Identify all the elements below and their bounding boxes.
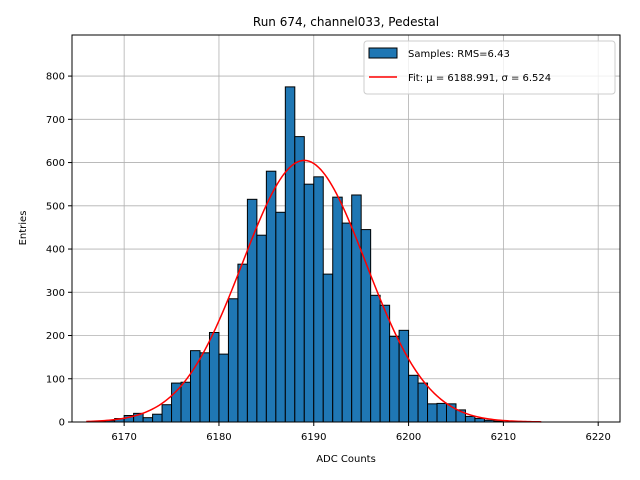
x-tick-label: 6180 xyxy=(206,432,231,443)
histogram-bar xyxy=(370,294,381,423)
histogram-bar xyxy=(417,382,429,423)
x-tick-label: 6200 xyxy=(396,432,421,443)
legend-label-fit: Fit: μ = 6188.991, σ = 6.524 xyxy=(408,73,551,84)
y-tick-label: 300 xyxy=(46,288,65,299)
histogram-bar xyxy=(256,234,267,423)
histogram-bar xyxy=(218,353,229,423)
y-tick-label: 200 xyxy=(46,331,65,342)
histogram-bar xyxy=(142,417,154,423)
y-tick-label: 100 xyxy=(46,374,65,385)
x-tick-label: 6190 xyxy=(301,432,326,443)
histogram-bar xyxy=(360,229,372,423)
histogram-bar xyxy=(152,413,163,423)
histogram-bar xyxy=(389,335,400,423)
histogram-bar xyxy=(322,273,334,423)
histogram-bar xyxy=(313,176,324,423)
y-tick-label: 500 xyxy=(46,201,65,212)
histogram-bar xyxy=(284,86,296,423)
histogram-bar xyxy=(379,304,391,423)
histogram-bar xyxy=(275,211,286,423)
histogram-bar xyxy=(303,183,315,423)
y-axis-ticks: 0 100 200 300 400 500 600 700 800 xyxy=(46,72,72,429)
histogram-bar xyxy=(408,374,419,423)
chart-title: Run 674, channel033, Pedestal xyxy=(253,15,439,29)
histogram-bar xyxy=(294,136,305,423)
y-tick-label: 800 xyxy=(46,72,65,83)
histogram-bar xyxy=(199,352,210,423)
histogram-bar xyxy=(246,198,258,423)
legend-swatch-samples xyxy=(368,47,398,59)
y-tick-label: 400 xyxy=(46,245,65,256)
histogram-bar xyxy=(161,404,173,423)
histogram-bar xyxy=(341,222,353,423)
plot-frame xyxy=(71,34,621,423)
x-tick-label: 6210 xyxy=(491,432,516,443)
histogram-bar xyxy=(237,263,248,423)
y-tick-label: 600 xyxy=(46,158,65,169)
legend: Samples: RMS=6.43 Fit: μ = 6188.991, σ =… xyxy=(363,40,616,95)
histogram-bars xyxy=(95,86,504,423)
histogram-bar xyxy=(427,403,438,423)
gaussian-fit-curve xyxy=(86,159,542,423)
histogram-bar xyxy=(464,415,476,423)
legend-label-samples: Samples: RMS=6.43 xyxy=(408,49,510,60)
histogram-bar xyxy=(180,381,192,423)
histogram-bar xyxy=(208,331,220,423)
legend-box xyxy=(363,40,616,95)
histogram-bar xyxy=(332,196,343,423)
y-tick-label: 0 xyxy=(59,418,65,429)
x-tick-label: 6220 xyxy=(585,432,610,443)
x-axis-ticks: 6170 6180 6190 6200 6210 6220 xyxy=(111,422,611,443)
histogram-bar xyxy=(171,382,182,423)
histogram-bar xyxy=(227,298,239,423)
x-tick-label: 6170 xyxy=(111,432,136,443)
histogram-bar xyxy=(436,402,447,423)
histogram-bar xyxy=(474,418,485,423)
y-tick-label: 700 xyxy=(46,115,65,126)
x-axis-label: ADC Counts xyxy=(316,454,376,465)
histogram-bar xyxy=(265,170,277,423)
y-axis-label: Entries xyxy=(18,211,29,246)
